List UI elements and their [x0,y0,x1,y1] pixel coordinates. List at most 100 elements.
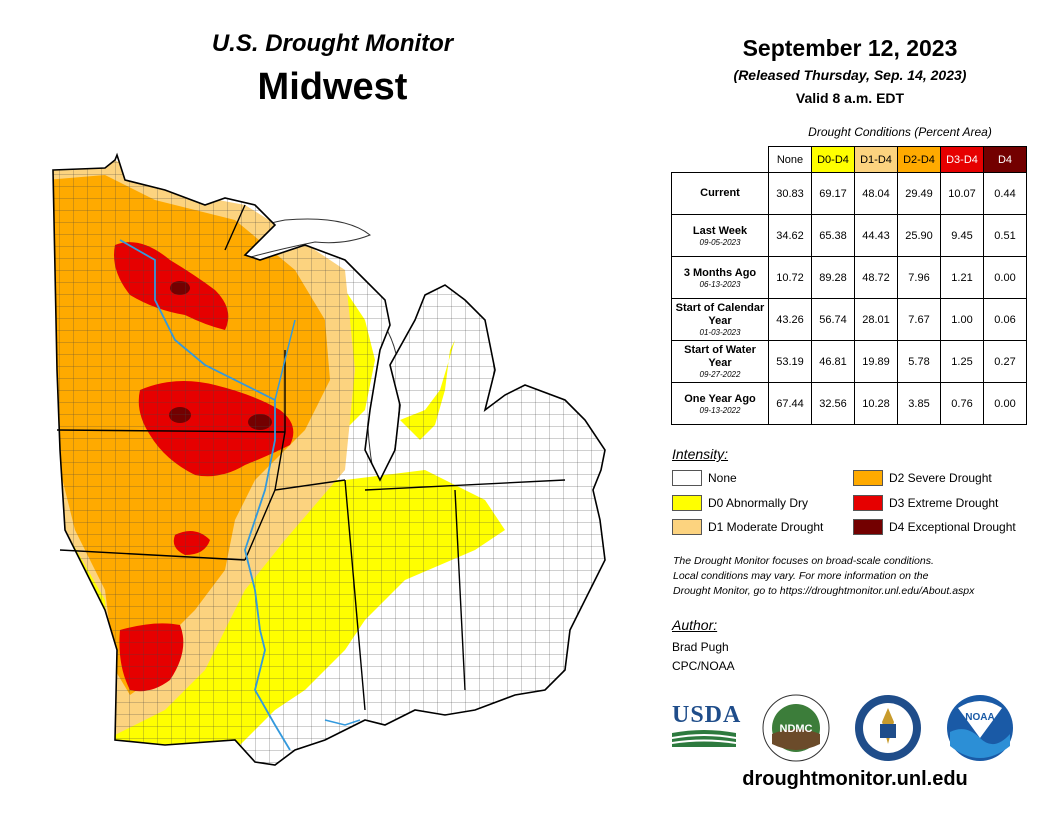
table-cell: 30.83 [768,172,812,215]
legend-item-d1: D1 Moderate Drought [672,519,823,535]
usda-logo: USDA [672,702,742,748]
table-cell: 48.04 [854,172,898,215]
legend-heading: Intensity: [672,446,729,462]
table-cell: 43.26 [768,298,812,341]
legend-swatch [853,470,883,486]
valid-time: Valid 8 a.m. EDT [795,90,905,106]
table-cell: 89.28 [811,256,855,299]
table-cell: 46.81 [811,340,855,383]
row-label-text: 3 Months Ago [683,266,757,279]
drought-map [52,154,606,766]
author-block: Brad Pugh CPC/NOAA [672,638,735,676]
row-label: Start of Calendar Year 01-03-2023 [671,298,769,341]
table-cell: 0.44 [983,172,1027,215]
col-d2-d4: D2-D4 [897,146,941,173]
row-label-text: Start of Water Year [684,344,756,369]
legend-item-d2: D2 Severe Drought [853,470,992,486]
table-cell: 28.01 [854,298,898,341]
table-row: Last Week 09-05-2023 34.62 65.38 44.43 25… [671,214,1027,257]
map-title: U.S. Drought Monitor [211,30,454,57]
row-label: Start of Water Year 09-27-2022 [671,340,769,383]
table-cell: 53.19 [768,340,812,383]
table-caption: Drought Conditions (Percent Area) [808,125,992,139]
table-cell: 1.25 [940,340,984,383]
table-header-row: None D0-D4 D1-D4 D2-D4 D3-D4 D4 [672,146,1027,173]
table-cell: 9.45 [940,214,984,257]
noaa-logo-text: NOAA [965,712,994,723]
col-d3-d4: D3-D4 [940,146,984,173]
col-none: None [768,146,812,173]
note-line: Drought Monitor, go to https://droughtmo… [673,585,975,597]
row-label-text: One Year Ago [684,392,756,405]
note-line: The Drought Monitor focuses on broad-sca… [673,555,934,567]
table-row: 3 Months Ago 06-13-2023 10.72 89.28 48.72… [671,256,1027,299]
col-d4: D4 [983,146,1027,173]
table-cell: 0.76 [940,382,984,425]
table-cell: 32.56 [811,382,855,425]
legend-label: None [708,471,737,485]
row-label: 3 Months Ago 06-13-2023 [671,256,769,299]
ndmc-logo-text: NDMC [780,723,813,735]
legend-label: D2 Severe Drought [889,471,992,485]
legend-item-d4: D4 Exceptional Drought [853,519,1016,535]
table-cell: 7.67 [897,298,941,341]
row-label: Last Week 09-05-2023 [671,214,769,257]
table-cell: 67.44 [768,382,812,425]
table-cell: 10.28 [854,382,898,425]
table-cell: 10.07 [940,172,984,215]
table-cell: 5.78 [897,340,941,383]
map-date: September 12, 2023 [742,35,958,61]
table-cell: 65.38 [811,214,855,257]
row-date: 09-05-2023 [699,237,741,247]
legend-item-d0: D0 Abnormally Dry [672,495,808,511]
author-name: Brad Pugh [672,640,729,654]
table-cell: 48.72 [854,256,898,299]
table-cell: 34.62 [768,214,812,257]
table-cell: 69.17 [811,172,855,215]
st-croix-river [274,319,296,401]
footer-url[interactable]: droughtmonitor.unl.edu [742,768,968,790]
author-org: CPC/NOAA [672,659,735,673]
legend-item-none: None [672,470,737,486]
ndmc-logo: NDMC [762,694,830,762]
usda-logo-text: USDA [672,702,742,728]
mississippi-river [119,239,291,751]
legend-swatch [672,495,702,511]
row-date: 09-13-2022 [699,405,741,415]
legend-item-d3: D3 Extreme Drought [853,495,998,511]
table-row: One Year Ago 09-13-2022 67.44 32.56 10.28… [671,382,1027,425]
col-d0-d4: D0-D4 [811,146,855,173]
table-row: Current 30.83 69.17 48.04 29.49 10.07 0.… [671,172,1027,215]
legend-swatch [853,495,883,511]
release-date: (Released Thursday, Sep. 14, 2023) [733,67,967,83]
table-row: Start of Calendar Year 01-03-2023 43.26 5… [671,298,1027,341]
row-date: 09-27-2022 [699,370,741,379]
row-date: 06-13-2023 [699,279,741,289]
row-label-text: Current [700,187,740,199]
usda-hills-icon [672,730,736,747]
note-line: Local conditions may vary. For more info… [673,570,929,582]
table-cell: 0.06 [983,298,1027,341]
row-label-text: Last Week [692,224,748,237]
table-cell: 44.43 [854,214,898,257]
region-title: Midwest [257,66,408,108]
author-heading: Author: [672,617,718,633]
legend-label: D4 Exceptional Drought [889,520,1016,534]
col-d1-d4: D1-D4 [854,146,898,173]
table-corner [672,147,769,173]
row-label: Current [671,172,769,215]
table-cell: 56.74 [811,298,855,341]
table-cell: 0.00 [983,382,1027,425]
table-cell: 0.00 [983,256,1027,299]
legend-label: D3 Extreme Drought [889,496,999,510]
row-date: 01-03-2023 [699,328,741,337]
table-cell: 25.90 [897,214,941,257]
table-cell: 7.96 [897,256,941,299]
table-row: Start of Water Year 09-27-2022 53.19 46.8… [671,340,1027,383]
legend-swatch [853,519,883,535]
table-cell: 1.21 [940,256,984,299]
state-borders [56,204,566,711]
table-cell: 0.51 [983,214,1027,257]
drought-conditions-table: None D0-D4 D1-D4 D2-D4 D3-D4 D4 Current … [671,146,1027,425]
table-cell: 3.85 [897,382,941,425]
